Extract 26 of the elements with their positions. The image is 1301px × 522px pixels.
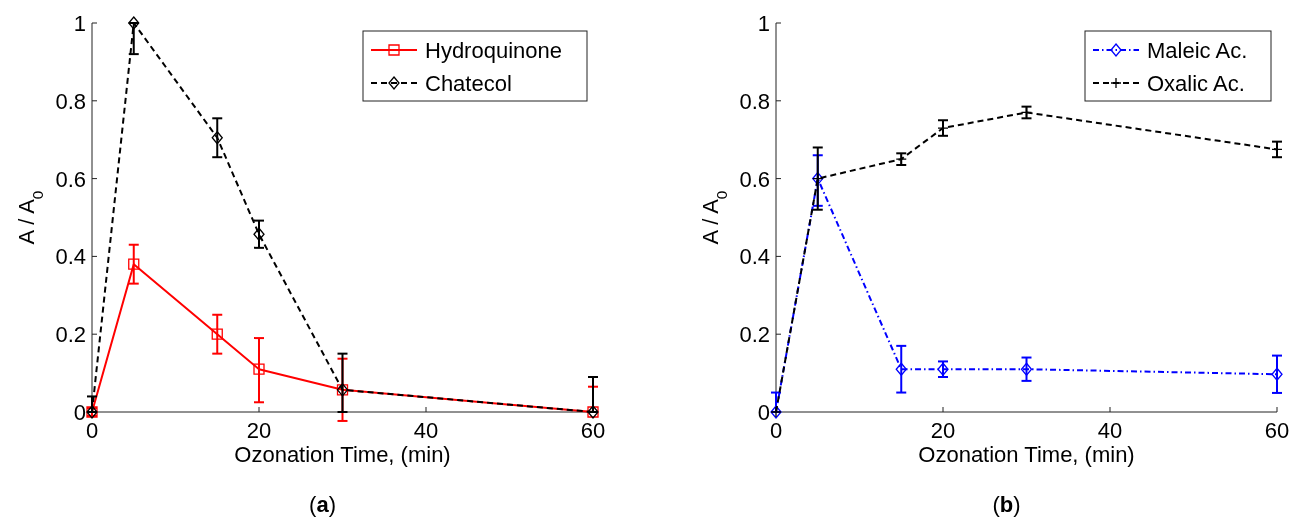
x-axis-title: Ozonation Time, (min) [918, 442, 1135, 467]
text: (a) [309, 492, 336, 517]
y-tick-label: 1 [757, 11, 770, 36]
y-tick-label: 0.2 [55, 322, 86, 348]
legend-label: Maleic Ac. [1147, 38, 1248, 63]
y-tick-label: 0 [73, 400, 86, 425]
y-tick-label: 0.6 [739, 166, 770, 192]
x-tick-label: 40 [413, 418, 439, 443]
x-tick-label: 20 [246, 418, 272, 443]
legend-label: Oxalic Ac. [1147, 71, 1245, 96]
y-tick-label: 0.4 [55, 244, 86, 270]
y-tick-label: 0 [757, 400, 770, 425]
x-tick-label: 20 [930, 418, 956, 443]
y-tick-label: 0.4 [739, 244, 770, 270]
legend-label: Chatecol [425, 71, 512, 96]
x-axis-title: Ozonation Time, (min) [234, 442, 451, 467]
y-tick-label: 0.8 [739, 88, 770, 114]
text: (b) [992, 492, 1021, 517]
y-tick-label: 0.8 [55, 88, 86, 114]
y-tick-label: 0.2 [739, 322, 770, 348]
x-tick-label: 40 [1097, 418, 1123, 443]
legend-label: Hydroquinone [425, 38, 562, 63]
y-tick-label: 1 [73, 11, 86, 36]
y-tick-label: 0.6 [55, 166, 86, 192]
x-tick-label: 60 [1264, 418, 1290, 443]
x-tick-label: 60 [580, 418, 606, 443]
